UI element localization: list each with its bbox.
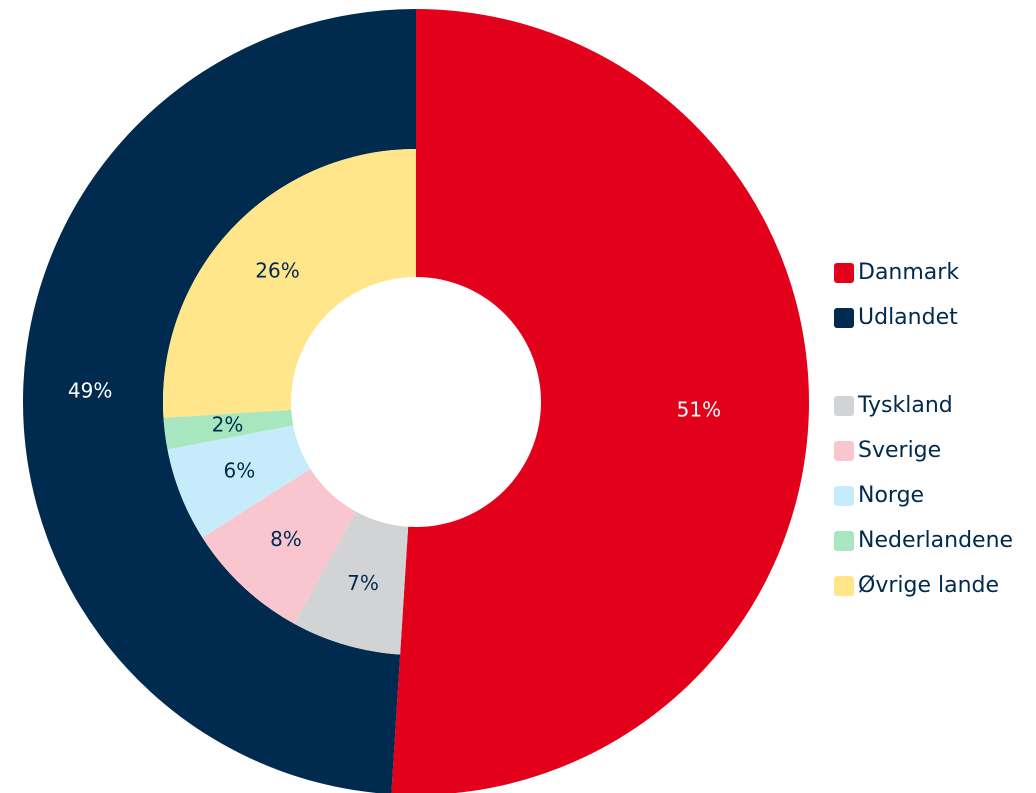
legend-label: Udlandet — [858, 305, 958, 330]
slice — [391, 9, 809, 793]
slice — [163, 149, 416, 418]
value-label: 2% — [212, 412, 244, 436]
legend-label: Nederlandene — [858, 528, 1013, 553]
legend-label: Øvrige lande — [858, 573, 999, 598]
slice — [202, 468, 356, 624]
slice — [167, 425, 311, 538]
legend-swatch — [834, 308, 854, 328]
value-label: 8% — [270, 527, 302, 551]
value-label: 51% — [677, 397, 721, 421]
legend-label: Sverige — [858, 438, 941, 463]
value-label: 49% — [68, 378, 112, 402]
value-label: 26% — [255, 258, 299, 282]
value-label: 7% — [347, 571, 379, 595]
value-label: 6% — [223, 458, 255, 482]
legend-swatch — [834, 486, 854, 506]
legend-swatch — [834, 263, 854, 283]
legend-swatch — [834, 531, 854, 551]
legend-label: Norge — [858, 483, 924, 508]
legend-swatch — [834, 396, 854, 416]
legend-label: Danmark — [858, 260, 959, 285]
slice — [163, 409, 294, 450]
legend-swatch — [834, 576, 854, 596]
legend-swatch — [834, 441, 854, 461]
slice — [294, 511, 409, 655]
legend-label: Tyskland — [857, 393, 953, 418]
slice — [23, 9, 416, 793]
